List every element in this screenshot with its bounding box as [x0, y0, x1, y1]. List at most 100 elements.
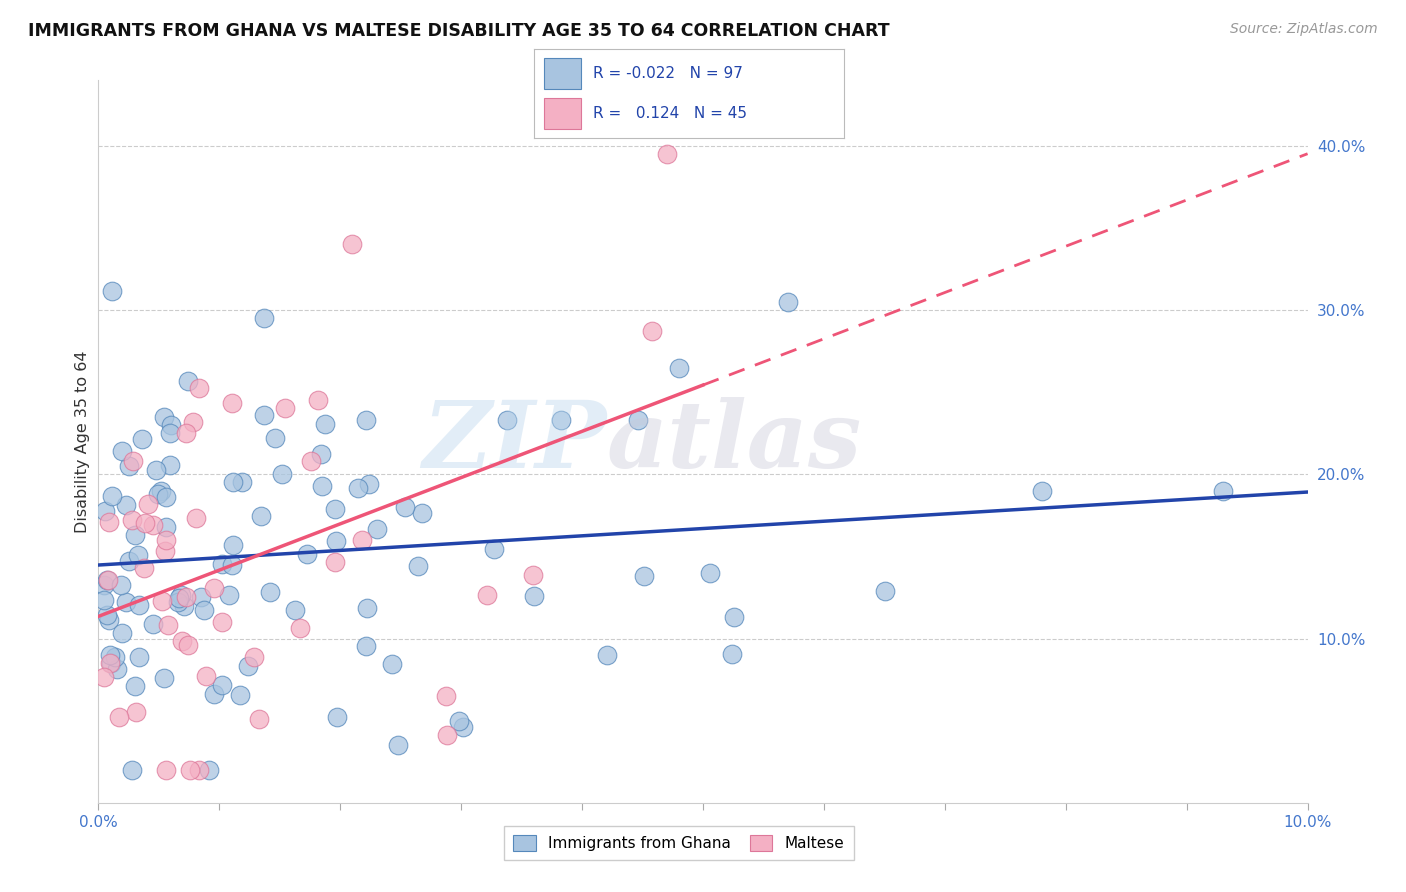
Point: [221, 558, 243, 572]
Point: [221, 395, 243, 409]
Point: [357, 476, 380, 491]
Point: [105, 661, 128, 675]
Point: [299, 454, 322, 468]
Point: [523, 589, 546, 603]
Point: [596, 648, 619, 662]
Point: [121, 763, 143, 777]
Point: [96, 608, 118, 623]
Point: [188, 763, 211, 777]
Point: [411, 506, 433, 520]
Point: [100, 656, 122, 670]
Point: [347, 481, 370, 495]
Point: [723, 609, 745, 624]
Point: [153, 543, 176, 558]
Point: [247, 712, 270, 726]
Point: [153, 409, 176, 424]
Point: [387, 738, 409, 752]
Text: IMMIGRANTS FROM GHANA VS MALTESE DISABILITY AGE 35 TO 64 CORRELATION CHART: IMMIGRANTS FROM GHANA VS MALTESE DISABIL…: [28, 22, 890, 40]
Point: [101, 489, 124, 503]
Point: [342, 237, 364, 252]
Y-axis label: Disability Age 35 to 64: Disability Age 35 to 64: [75, 351, 90, 533]
Point: [354, 639, 377, 653]
Point: [381, 657, 404, 671]
Point: [98, 656, 121, 670]
Point: [326, 710, 349, 724]
Point: [211, 615, 233, 630]
Point: [148, 487, 170, 501]
Point: [122, 454, 145, 468]
Point: [118, 554, 141, 568]
Point: [155, 533, 177, 547]
Point: [93, 593, 115, 607]
Point: [160, 417, 183, 432]
Legend: Immigrants from Ghana, Maltese: Immigrants from Ghana, Maltese: [503, 826, 853, 860]
Point: [627, 413, 650, 427]
Point: [150, 594, 173, 608]
Point: [352, 533, 374, 547]
Point: [243, 650, 266, 665]
Point: [179, 763, 201, 777]
Point: [186, 511, 208, 525]
Point: [159, 458, 181, 472]
Point: [356, 600, 378, 615]
Point: [449, 714, 471, 728]
Point: [198, 763, 221, 777]
Point: [110, 443, 132, 458]
Point: [218, 588, 240, 602]
Point: [93, 578, 115, 592]
Point: [124, 679, 146, 693]
Point: [170, 588, 193, 602]
Point: [314, 417, 336, 431]
Point: [307, 392, 329, 407]
Point: [127, 548, 149, 562]
FancyBboxPatch shape: [544, 58, 581, 89]
Point: [873, 583, 896, 598]
Point: [128, 650, 150, 665]
Point: [131, 432, 153, 446]
Point: [125, 705, 148, 719]
Point: [309, 447, 332, 461]
Point: [176, 375, 198, 389]
Point: [145, 463, 167, 477]
Point: [94, 504, 117, 518]
Point: [253, 408, 276, 422]
Point: [522, 568, 544, 582]
Point: [354, 413, 377, 427]
Point: [159, 426, 181, 441]
Point: [110, 577, 132, 591]
Point: [202, 581, 225, 595]
Point: [136, 497, 159, 511]
Point: [156, 618, 179, 632]
Point: [211, 557, 233, 571]
FancyBboxPatch shape: [544, 98, 581, 129]
Point: [142, 518, 165, 533]
Point: [699, 566, 721, 580]
Point: [229, 688, 252, 702]
Point: [271, 467, 294, 482]
Point: [155, 763, 177, 777]
Point: [98, 515, 121, 529]
Point: [174, 590, 197, 604]
Point: [633, 569, 655, 583]
Point: [408, 558, 430, 573]
Point: [221, 475, 243, 489]
Point: [153, 671, 176, 685]
Point: [173, 599, 195, 613]
Point: [98, 613, 121, 627]
Text: ZIP: ZIP: [422, 397, 606, 486]
Point: [475, 588, 498, 602]
Point: [655, 147, 678, 161]
Text: R =   0.124   N = 45: R = 0.124 N = 45: [593, 106, 747, 120]
Point: [436, 728, 458, 742]
Point: [124, 528, 146, 542]
Point: [323, 555, 346, 569]
Point: [93, 670, 115, 684]
Point: [297, 547, 319, 561]
Point: [193, 603, 215, 617]
Point: [284, 603, 307, 617]
Point: [484, 542, 506, 557]
Text: Source: ZipAtlas.com: Source: ZipAtlas.com: [1230, 22, 1378, 37]
Point: [550, 413, 572, 427]
Point: [108, 710, 131, 724]
Point: [253, 311, 276, 326]
